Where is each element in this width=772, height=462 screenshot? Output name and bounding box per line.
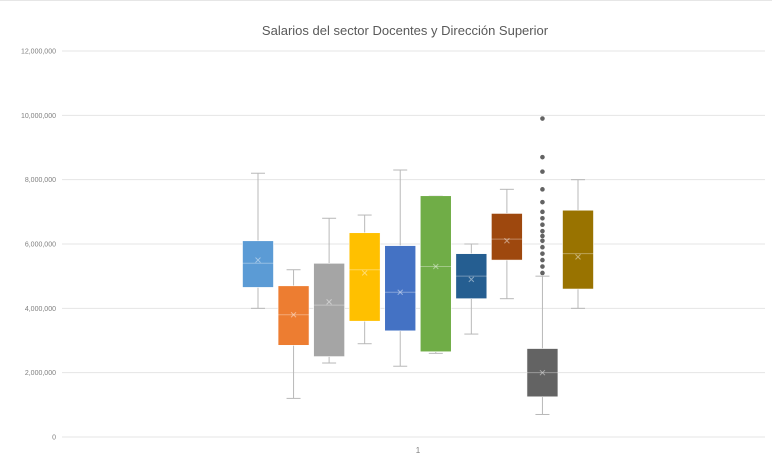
y-tick-label: 8,000,000 [25,177,56,184]
box-iqr [242,240,274,288]
mean-marker [468,276,475,283]
y-axis-labels: 0 2,000,000 4,000,000 6,000,000 8,000,000 10,… [21,49,56,442]
y-tick-label: 6,000,000 [25,242,56,249]
mean-marker [504,237,510,244]
mean-marker [361,270,368,276]
outlier-point [540,116,545,121]
outlier-point [540,209,545,215]
outlier-point [540,251,545,256]
box-series-3 [313,217,345,364]
chart-title: Salarios del sector Docentes y Dirección… [262,23,549,38]
box-series-1 [242,172,274,309]
x-category-label: 1 [416,446,421,455]
outlier-point [540,244,545,250]
box-series-8 [491,188,523,300]
y-tick-label: 10,000,000 [21,113,56,120]
mean-marker [255,257,261,263]
box-iqr [562,209,594,290]
box-iqr [277,285,310,346]
box-iqr [384,245,417,332]
outlier-point [540,264,545,269]
box-series-10 [562,179,594,309]
box-iqr [419,195,452,353]
mean-marker [575,254,581,260]
outlier-point [540,233,545,239]
box-iqr [526,348,559,398]
outlier-point [540,154,545,160]
outlier-point [540,222,545,227]
y-tick-label: 2,000,000 [25,370,56,377]
box-iqr [491,213,523,261]
gridlines [62,50,765,438]
outlier-point [540,238,545,244]
outlier-point [540,215,545,221]
box-series-7 [455,243,488,335]
mean-marker [539,369,546,376]
y-tick-label: 0 [52,435,56,442]
outlier-point [540,187,545,192]
x-axis-labels: 1 [416,446,421,455]
outlier-point [540,169,545,174]
box-iqr [348,232,381,322]
outlier-point [540,270,545,276]
outlier-point [540,199,545,205]
mean-marker [326,299,332,305]
outlier-point [540,228,545,234]
mean-marker [397,289,404,296]
box-series-2 [277,269,310,399]
y-tick-label: 4,000,000 [25,306,56,313]
box-series-9 [526,116,559,415]
box-series-4 [348,214,381,345]
box-iqr [455,253,488,299]
mean-marker [432,263,439,270]
y-tick-label: 12,000,000 [21,49,56,56]
outlier-point [540,257,545,263]
mean-marker [290,311,297,318]
box-series-6 [419,195,452,354]
box-series-5 [384,169,417,367]
box-series [242,116,594,415]
box-iqr [313,262,345,357]
